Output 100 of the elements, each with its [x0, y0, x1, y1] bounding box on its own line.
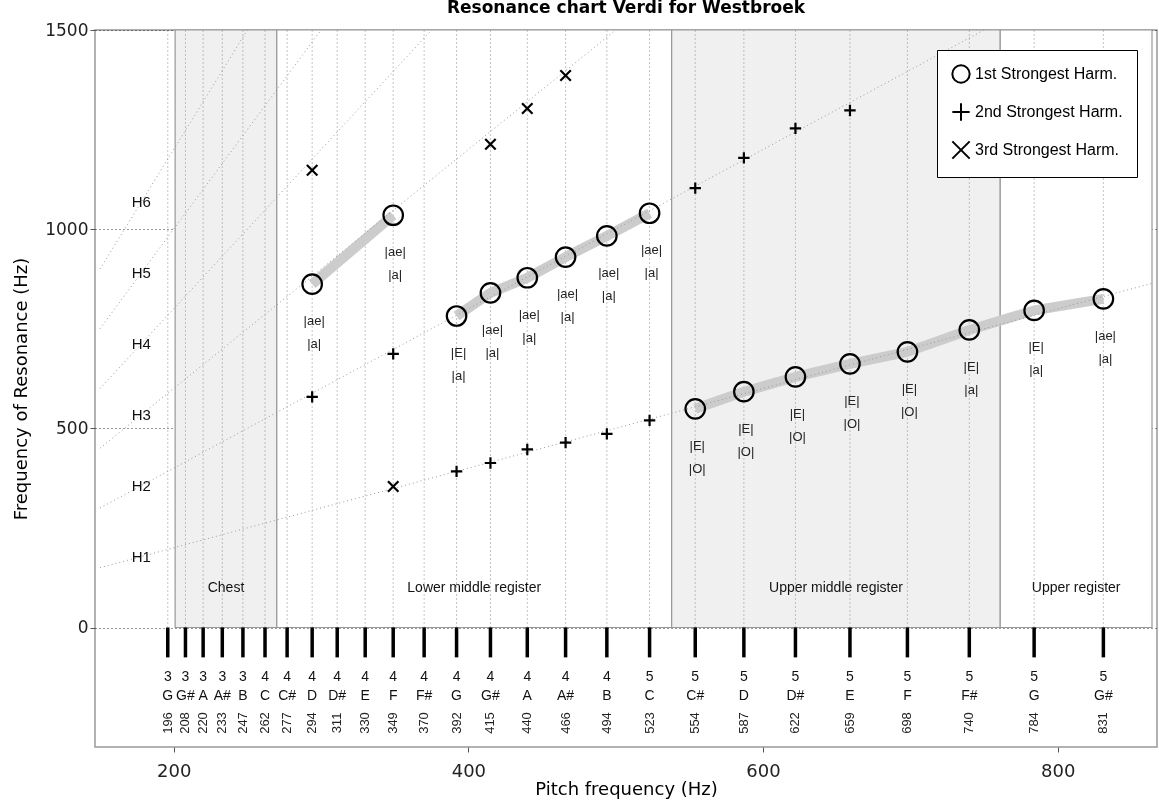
data-label: |E| |O|	[843, 392, 861, 431]
annotation: 349	[385, 712, 401, 734]
annotation: H1	[131, 547, 151, 565]
annotation: G#	[1094, 687, 1113, 704]
annotation: 4	[283, 668, 292, 685]
point	[638, 202, 661, 225]
point	[305, 163, 319, 177]
annotation: 220	[195, 712, 211, 734]
band-label: Lower middle register	[407, 578, 542, 595]
data-label: |E| |a|	[963, 358, 980, 397]
annotation: 4	[420, 668, 429, 685]
point	[839, 352, 861, 375]
annotation: C	[259, 687, 271, 704]
annotation: B	[238, 687, 248, 704]
legend-label: 3rd Strongest Harm.	[975, 141, 1120, 158]
point	[733, 380, 755, 403]
annotation: H5	[131, 263, 151, 281]
annotation: A#	[213, 687, 232, 704]
annotation: 5	[791, 668, 800, 685]
point	[559, 69, 572, 82]
annotation: 392	[448, 712, 464, 734]
data-label: |E| |O|	[900, 380, 918, 419]
point	[600, 427, 614, 441]
point	[483, 456, 498, 470]
annotation: D#	[328, 687, 347, 704]
point	[520, 442, 535, 457]
annotation: 4	[602, 668, 611, 685]
annotation: D	[738, 687, 749, 704]
annotation: 196	[159, 712, 175, 734]
band-label: Upper middle register	[769, 578, 904, 595]
annotation: 4	[486, 668, 495, 685]
annotation: 554	[687, 712, 703, 734]
point	[301, 273, 324, 295]
annotation: F	[388, 687, 398, 704]
annotation: 4	[452, 668, 461, 685]
annotation: 4	[308, 668, 317, 685]
point	[305, 390, 319, 404]
annotation: 330	[357, 712, 373, 734]
annotation: 494	[598, 712, 614, 734]
band-label: Chest	[207, 578, 245, 595]
data-label: |E| |O|	[688, 437, 706, 476]
x-tick-label: 200	[156, 759, 192, 781]
legend-label: 1st Strongest Harm.	[975, 65, 1118, 82]
annotation: 740	[961, 712, 977, 734]
annotation: 3	[181, 668, 190, 685]
annotation: C#	[278, 687, 297, 704]
annotation: 466	[557, 712, 573, 734]
annotation: B	[602, 687, 612, 704]
annotation: 5	[739, 668, 748, 685]
y-tick-label: 1000	[45, 218, 89, 239]
annotation: E	[360, 687, 370, 704]
point	[737, 151, 751, 165]
annotation: 294	[304, 712, 320, 734]
annotation: 4	[389, 668, 398, 685]
data-label: |ae| |a|	[384, 244, 406, 283]
annotation: 5	[645, 668, 654, 685]
point	[843, 103, 857, 118]
annotation: 277	[279, 712, 295, 734]
point	[554, 246, 577, 268]
annotation: 5	[965, 668, 974, 685]
annotation: 3	[218, 668, 227, 685]
chart-title: Resonance chart Verdi for Westbroek	[446, 0, 806, 17]
point	[642, 413, 657, 428]
annotation: A#	[557, 687, 575, 704]
point	[688, 181, 703, 195]
annotation: 4	[333, 668, 342, 685]
x-tick-label: 600	[746, 759, 781, 781]
annotation: F	[903, 687, 912, 704]
band-label: Upper register	[1031, 578, 1121, 595]
data-label: |E| |O|	[737, 420, 755, 459]
point	[479, 282, 502, 304]
legend-label: 2nd Strongest Harm.	[975, 103, 1123, 120]
annotation: C#	[686, 687, 705, 704]
point	[386, 480, 400, 493]
data-label: |ae| |a|	[481, 321, 504, 360]
annotation: A	[522, 687, 533, 704]
annotation: 831	[1095, 712, 1111, 734]
annotation: 5	[691, 668, 700, 685]
data-label: |ae| |a|	[640, 242, 663, 281]
y-tick-label: 500	[56, 417, 89, 438]
annotation: 5	[1030, 668, 1039, 685]
point	[788, 121, 803, 136]
point	[958, 319, 981, 341]
annotation: 370	[416, 712, 432, 734]
annotation: H2	[131, 476, 151, 494]
annotation: D	[307, 687, 318, 704]
data-label: |E| |a|	[450, 345, 467, 383]
point	[449, 464, 464, 479]
annotation: G	[1028, 687, 1040, 704]
annotation: 622	[787, 712, 803, 734]
annotation: 784	[1026, 712, 1042, 734]
data-label: |ae| |a|	[556, 286, 579, 325]
point	[1092, 288, 1115, 310]
annotation: 208	[177, 712, 193, 734]
x-tick-label: 400	[451, 759, 487, 781]
annotation: 4	[361, 668, 370, 685]
annotation: G	[451, 687, 463, 704]
annotation: 311	[329, 712, 345, 734]
annotation: 3	[199, 668, 208, 685]
point	[558, 435, 573, 450]
